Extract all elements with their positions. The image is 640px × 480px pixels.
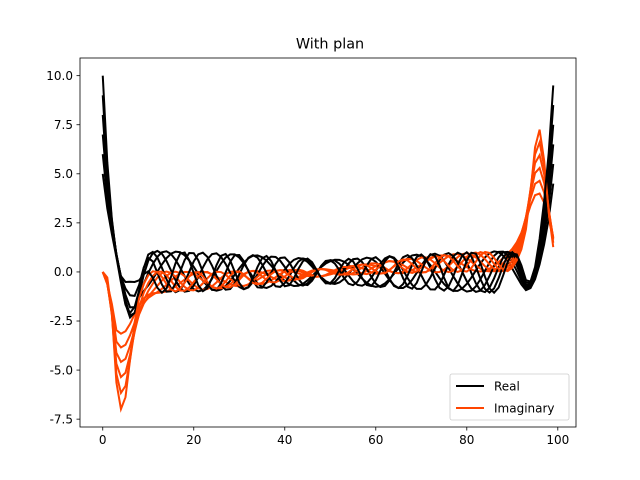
y-tick-label: -7.5 [50, 412, 73, 426]
real-line-1 [101, 154, 555, 320]
y-tick-label: 5.0 [54, 167, 73, 181]
x-tick-label: 80 [459, 433, 474, 447]
y-tick-label: 10.0 [46, 69, 73, 83]
legend-label-real: Real [494, 380, 520, 394]
y-tick-label: 7.5 [54, 118, 73, 132]
x-tick-label: 0 [99, 433, 107, 447]
real-line-5 [101, 75, 555, 295]
y-tick-label: -2.5 [50, 314, 73, 328]
imaginary-line-0 [101, 192, 555, 335]
y-tick-label: -5.0 [50, 363, 73, 377]
plot-frame [79, 57, 577, 428]
imaginary-line-4 [101, 138, 555, 396]
legend-label-imaginary: Imaginary [494, 402, 555, 416]
x-tick-label: 20 [186, 433, 201, 447]
x-tick-label: 40 [277, 433, 292, 447]
x-tick-label: 60 [368, 433, 383, 447]
real-line-4 [101, 95, 555, 297]
legend: Real Imaginary [449, 373, 570, 421]
axes: 0 20 40 60 80 100 -7.5 -5.0 -2.5 0.0 2.5 5.0 7.5 10.0 [46, 57, 577, 447]
imaginary-line-1 [101, 179, 555, 349]
chart-title: With plan [296, 37, 364, 53]
imaginary-line-2 [101, 166, 555, 364]
y-tick-label: 2.5 [54, 216, 73, 230]
x-tick-label: 100 [546, 433, 569, 447]
y-tick-label: 0.0 [54, 265, 73, 279]
